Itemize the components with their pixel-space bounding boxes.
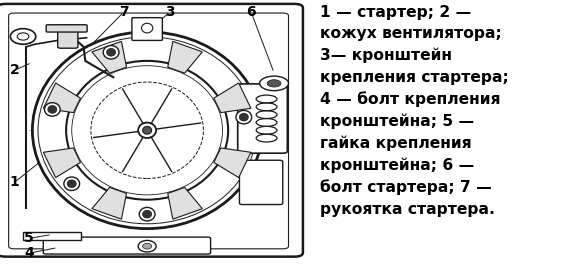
Polygon shape — [214, 83, 251, 113]
Text: 6: 6 — [246, 5, 256, 19]
FancyBboxPatch shape — [132, 18, 162, 40]
Ellipse shape — [239, 113, 248, 121]
FancyBboxPatch shape — [0, 4, 303, 257]
Polygon shape — [43, 148, 80, 178]
Ellipse shape — [139, 207, 155, 221]
FancyBboxPatch shape — [58, 25, 78, 48]
Polygon shape — [92, 41, 126, 73]
Ellipse shape — [143, 126, 152, 134]
Ellipse shape — [143, 210, 152, 218]
Polygon shape — [168, 41, 203, 73]
Polygon shape — [168, 187, 203, 219]
Ellipse shape — [236, 110, 252, 124]
Ellipse shape — [141, 23, 153, 33]
Text: 7: 7 — [119, 5, 129, 19]
Ellipse shape — [64, 177, 80, 190]
Text: 5: 5 — [24, 231, 33, 245]
Ellipse shape — [267, 80, 281, 87]
Ellipse shape — [260, 76, 288, 91]
Ellipse shape — [138, 123, 156, 138]
Ellipse shape — [103, 45, 119, 59]
FancyBboxPatch shape — [238, 84, 287, 153]
Polygon shape — [23, 232, 81, 240]
FancyBboxPatch shape — [43, 237, 211, 254]
Ellipse shape — [44, 103, 60, 116]
Text: 4: 4 — [24, 246, 33, 260]
FancyBboxPatch shape — [239, 160, 283, 204]
FancyBboxPatch shape — [46, 25, 87, 32]
Polygon shape — [43, 83, 80, 113]
Polygon shape — [214, 148, 251, 178]
Ellipse shape — [48, 105, 57, 113]
Ellipse shape — [10, 29, 36, 44]
Text: 1 — стартер; 2 —
кожух вентилятора;
3— кронштейн
крепления стартера;
4 — болт кр: 1 — стартер; 2 — кожух вентилятора; 3— к… — [320, 5, 509, 217]
Ellipse shape — [143, 243, 152, 249]
Polygon shape — [92, 187, 126, 219]
Ellipse shape — [67, 180, 76, 187]
Ellipse shape — [138, 240, 156, 252]
Ellipse shape — [66, 61, 228, 200]
Ellipse shape — [32, 32, 262, 229]
Text: 1: 1 — [10, 175, 19, 189]
Text: 3: 3 — [166, 5, 175, 19]
Ellipse shape — [107, 48, 115, 56]
Text: 2: 2 — [10, 63, 19, 77]
